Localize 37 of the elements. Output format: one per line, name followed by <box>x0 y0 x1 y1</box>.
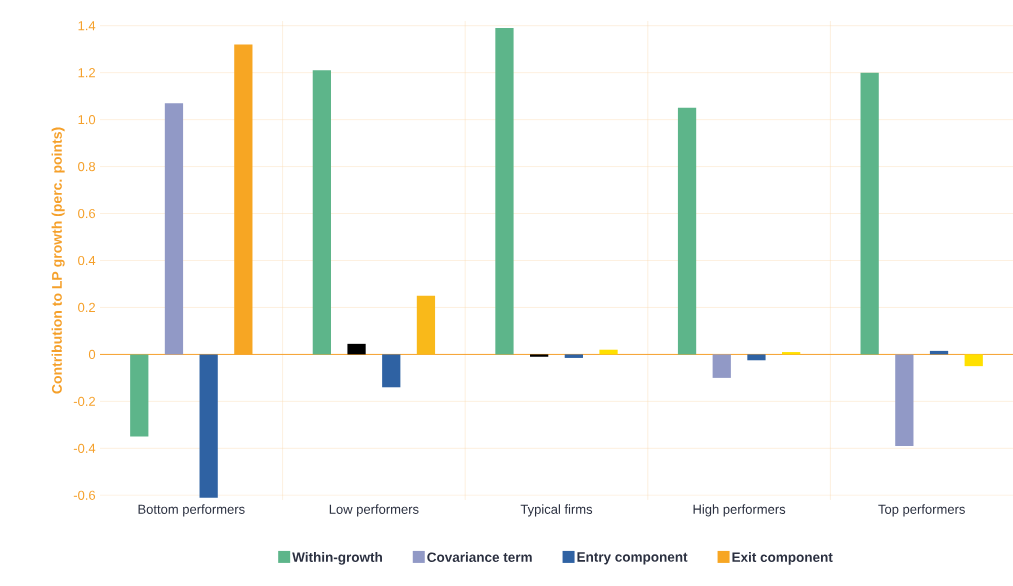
bar <box>747 354 766 361</box>
bar <box>347 343 366 355</box>
bar <box>964 354 983 367</box>
y-tick-label: 1.4 <box>78 21 96 31</box>
bar <box>312 70 331 355</box>
y-axis-title: Contribution to LP growth (perc. points) <box>51 127 65 394</box>
y-tick-label: 1.2 <box>78 68 95 78</box>
bar <box>416 295 436 355</box>
y-tick-label: -0.4 <box>73 443 96 453</box>
bar <box>677 107 697 355</box>
legend-label: Covariance term <box>427 552 532 562</box>
bar <box>382 354 401 388</box>
x-tick-label: Top performers <box>878 504 965 517</box>
x-tick-label: High performers <box>693 504 786 517</box>
y-tick-label: 0 <box>88 349 96 360</box>
y-tick-label: 0.4 <box>78 255 96 266</box>
y-tick-label: -0.2 <box>73 396 95 406</box>
bar <box>199 354 218 498</box>
bar <box>130 354 149 437</box>
legend-label: Within-growth <box>292 552 382 565</box>
bar <box>860 72 879 355</box>
y-tick-label: 0.8 <box>78 161 96 172</box>
legend-label: Exit component <box>732 552 833 565</box>
y-tick-label: 0.6 <box>78 208 96 219</box>
bar <box>495 28 514 355</box>
bar <box>895 354 914 446</box>
bar <box>564 354 583 358</box>
bar <box>712 354 731 378</box>
y-tick-label: 1.0 <box>78 115 96 125</box>
y-tick-label: -0.6 <box>73 490 96 500</box>
x-tick-label: Low performers <box>329 504 419 517</box>
y-tick-label: 0.2 <box>78 302 95 313</box>
bar <box>164 103 184 355</box>
x-tick-label: Typical firms <box>520 504 593 517</box>
legend-label: Entry component <box>577 552 688 565</box>
bar <box>530 354 549 357</box>
x-tick-label: Bottom performers <box>138 504 245 517</box>
